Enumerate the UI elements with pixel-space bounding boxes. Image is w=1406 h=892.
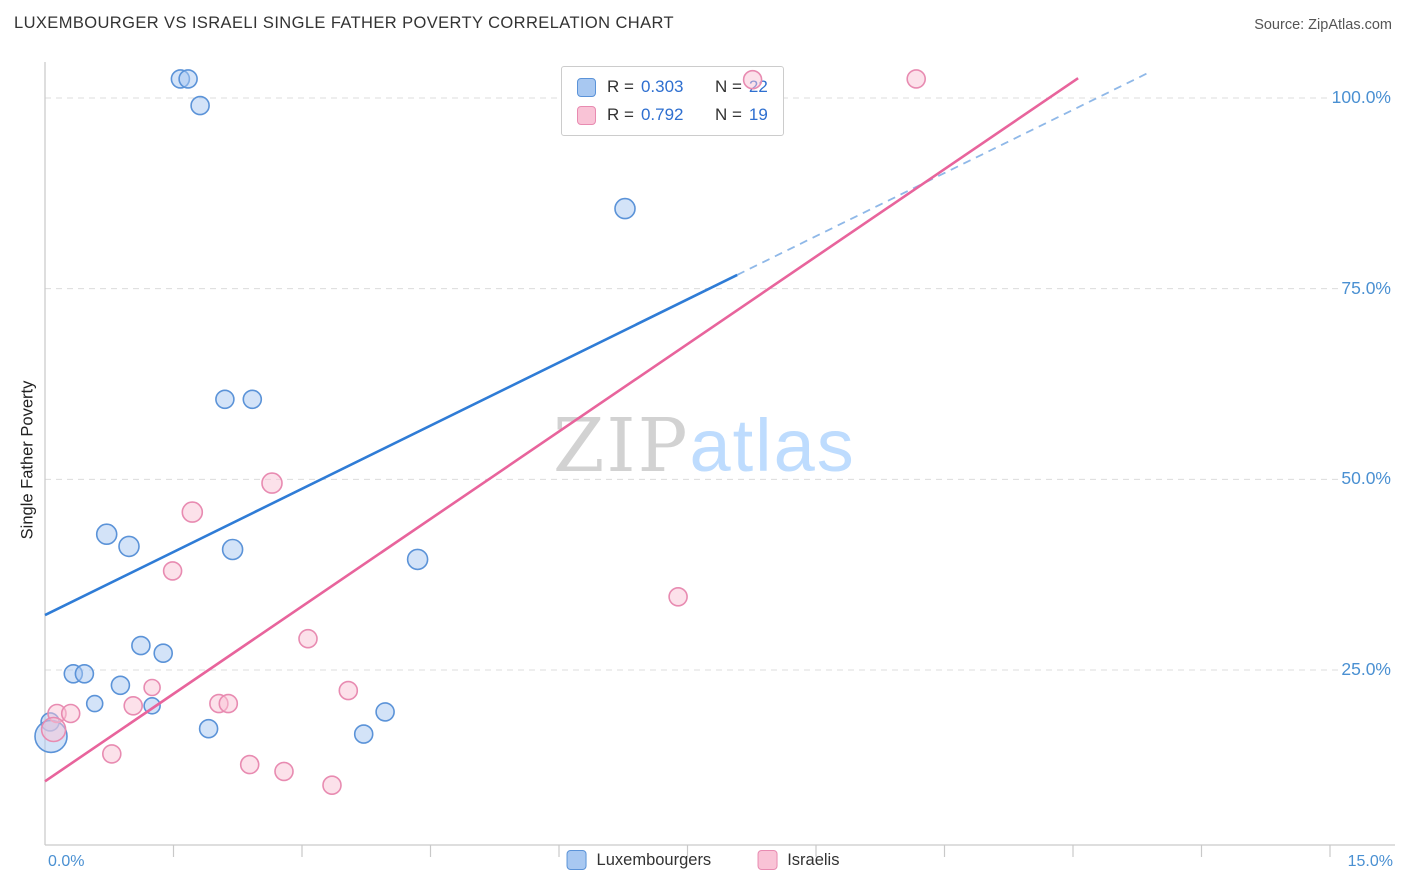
scatter-point-israelis — [218, 693, 239, 714]
scatter-point-luxembourgers — [143, 696, 161, 715]
scatter-point-luxembourgers — [614, 197, 636, 220]
scatter-point-luxembourgers — [34, 719, 68, 754]
scatter-point-luxembourgers — [131, 635, 151, 656]
trend-line-luxembourgers-extrapolated — [736, 72, 1148, 276]
legend-label: Israelis — [787, 850, 840, 869]
x-tick-label-max: 15.0% — [1347, 853, 1393, 870]
scatter-point-luxembourgers — [95, 523, 118, 546]
y-tick-label-50: 50.0% — [1339, 468, 1393, 489]
scatter-point-israelis — [123, 695, 143, 716]
scatter-point-israelis — [47, 703, 67, 724]
scatter-point-luxembourgers — [74, 663, 95, 684]
page-title: LUXEMBOURGER VS ISRAELI SINGLE FATHER PO… — [14, 14, 674, 32]
scatter-point-israelis — [162, 561, 183, 581]
scatter-point-luxembourgers — [353, 724, 374, 744]
scatter-point-luxembourgers — [63, 663, 84, 684]
scatter-point-luxembourgers — [40, 712, 60, 732]
scatter-point-luxembourgers — [198, 718, 219, 739]
scatter-point-luxembourgers — [118, 535, 140, 558]
correlation-row-luxembourgers: R = 0.303 N = 22 — [577, 77, 768, 97]
r-value: 0.303 — [640, 77, 684, 96]
watermark-zip: ZIP — [553, 403, 690, 489]
n-value: 19 — [748, 105, 768, 124]
scatter-point-luxembourgers — [406, 548, 429, 571]
scatter-point-israelis — [338, 680, 359, 701]
israelis-swatch — [757, 850, 778, 870]
n-label: N = — [714, 105, 742, 124]
correlation-legend: R = 0.303 N = 22 R = 0.792 N = 19 — [561, 66, 784, 136]
scatter-point-israelis — [274, 761, 294, 782]
y-tick-label-75: 75.0% — [1339, 278, 1393, 299]
scatter-point-israelis — [298, 628, 318, 649]
scatter-point-luxembourgers — [221, 538, 244, 561]
scatter-point-israelis — [143, 678, 161, 697]
scatter-point-luxembourgers — [242, 389, 263, 410]
israelis-swatch — [577, 105, 596, 125]
legend-item-luxembourgers: Luxembourgers — [566, 850, 712, 870]
scatter-point-israelis — [209, 693, 229, 714]
scatter-point-luxembourgers — [110, 675, 131, 696]
scatter-point-luxembourgers — [153, 643, 173, 664]
bottom-legend: Luxembourgers Israelis — [566, 850, 839, 870]
watermark: ZIPatlas — [553, 409, 856, 484]
correlation-row-israelis: R = 0.792 N = 19 — [577, 105, 768, 125]
scatter-point-israelis — [322, 775, 342, 796]
scatter-point-israelis — [239, 754, 260, 775]
scatter-point-luxembourgers — [215, 389, 235, 410]
r-label: R = — [607, 77, 634, 96]
y-tick-label-25: 25.0% — [1339, 659, 1393, 680]
scatter-point-israelis — [181, 501, 204, 523]
source-attribution: Source: ZipAtlas.com — [1254, 17, 1392, 33]
scatter-point-luxembourgers — [178, 69, 198, 89]
legend-label: Luxembourgers — [596, 850, 712, 869]
r-value: 0.792 — [640, 105, 684, 124]
scatter-point-israelis — [261, 472, 283, 494]
scatter-point-israelis — [668, 586, 688, 607]
scatter-point-israelis — [40, 716, 67, 743]
scatter-point-luxembourgers — [85, 694, 104, 713]
n-label: N = — [714, 77, 742, 96]
legend-item-israelis: Israelis — [757, 850, 839, 870]
n-value: 22 — [748, 77, 768, 96]
scatter-point-israelis — [102, 744, 122, 764]
x-tick-label-min: 0.0% — [48, 853, 85, 870]
scatter-point-luxembourgers — [170, 69, 191, 89]
r-label: R = — [607, 105, 634, 124]
scatter-point-luxembourgers — [375, 702, 395, 722]
y-axis-title: Single Father Poverty — [18, 380, 37, 540]
scatter-point-luxembourgers — [190, 95, 210, 116]
y-tick-label-100: 100.0% — [1329, 87, 1393, 108]
luxembourgers-swatch — [566, 850, 587, 870]
scatter-point-israelis — [60, 703, 81, 724]
luxembourgers-swatch — [577, 77, 596, 97]
watermark-atlas: atlas — [689, 404, 856, 487]
scatter-point-israelis — [906, 69, 927, 89]
